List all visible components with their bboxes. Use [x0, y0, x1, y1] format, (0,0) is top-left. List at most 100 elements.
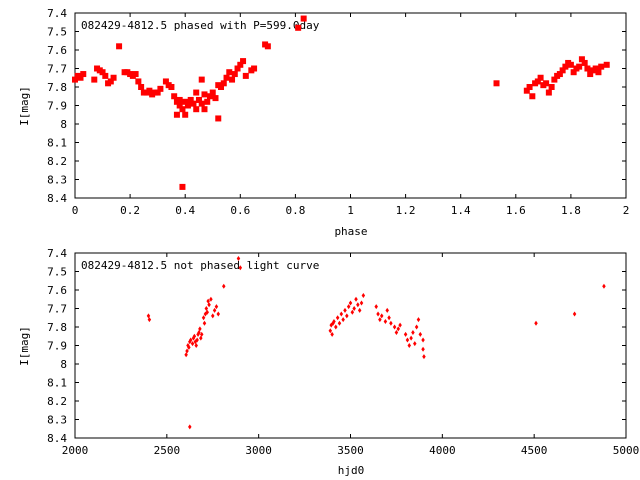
phased-data-point [559, 67, 566, 74]
unphased-data-point [188, 424, 192, 430]
phased-data-point [251, 65, 258, 72]
unphased-data-point [328, 328, 333, 334]
phased-data-point [231, 71, 238, 78]
unphased-y-tick-label: 8 [60, 358, 67, 371]
phased-data-point [543, 80, 550, 87]
unphased-data-point [195, 337, 199, 343]
unphased-y-tick-label: 8.1 [47, 377, 67, 390]
unphased-data-point [194, 343, 198, 348]
phased-data-point [72, 76, 78, 83]
phased-data-point [537, 74, 544, 81]
unphased-data-point [192, 333, 197, 339]
unphased-y-tick-label: 8.2 [47, 395, 67, 408]
phased-data-point [218, 84, 225, 90]
unphased-data-point [398, 322, 402, 328]
phased-data-point [592, 65, 599, 72]
unphased-data-point [185, 348, 189, 354]
unphased-data-point [199, 335, 203, 341]
phased-data-point [215, 115, 222, 122]
phased-data-point [551, 76, 558, 83]
phased-y-tick-label: 7.4 [47, 7, 67, 20]
phased-data-point [182, 98, 189, 105]
unphased-data-point [387, 315, 391, 321]
phased-axis-ticks: 0 0.2 0.4 0.6 0.8 1 1.2 1.4 1.6 1.8 2 7.4 7.5 7.6 7.7 7… [47, 7, 629, 217]
unphased-data-point [236, 256, 241, 262]
unphased-data-points [146, 256, 606, 430]
phased-data-point [198, 76, 205, 83]
unphased-data-point [335, 315, 340, 321]
phased-data-point [157, 85, 164, 92]
phased-data-point [80, 71, 87, 78]
unphased-data-point [346, 304, 351, 310]
unphased-data-point [341, 317, 345, 323]
unphased-y-tick-label: 7.4 [47, 247, 67, 260]
phased-data-point [179, 183, 186, 190]
phased-data-point [102, 72, 109, 79]
unphased-data-point [343, 307, 347, 313]
phased-data-point [567, 61, 574, 68]
unphased-data-point [572, 311, 577, 317]
phased-data-point [116, 43, 123, 50]
phased-data-point [107, 78, 114, 85]
phased-data-point [595, 69, 602, 76]
phased-data-point [570, 69, 577, 76]
unphased-data-point [359, 300, 364, 306]
phased-y-tick-label: 7.6 [47, 44, 67, 57]
unphased-data-point [385, 307, 389, 313]
unphased-data-point [354, 296, 358, 302]
unphased-x-tick-label: 3000 [245, 444, 272, 457]
unphased-data-point [414, 324, 419, 330]
unphased-data-point [199, 331, 204, 337]
unphased-data-point [383, 318, 388, 324]
unphased-data-point [350, 309, 355, 315]
unphased-y-tick-label: 7.6 [47, 284, 67, 297]
phased-data-point [548, 84, 555, 90]
unphased-plot-frame [74, 252, 627, 439]
phased-data-point [173, 111, 180, 118]
phased-x-tick-label: 0.4 [175, 204, 195, 217]
phased-data-point [154, 89, 161, 96]
unphased-data-point [422, 354, 426, 360]
unphased-y-tick-label: 7.8 [47, 321, 67, 334]
unphased-data-point [352, 306, 356, 311]
phased-data-point [99, 69, 106, 76]
phased-data-point [146, 87, 153, 94]
unphased-data-point [379, 313, 384, 319]
phased-data-point [168, 84, 175, 90]
unphased-data-point [211, 313, 215, 319]
unphased-y-tick-label: 8.4 [47, 432, 67, 445]
unphased-data-point [187, 344, 191, 350]
phased-data-point [198, 100, 205, 107]
unphased-y-tick-label: 8.3 [47, 414, 67, 427]
unphased-data-point [202, 320, 207, 326]
unphased-data-point [374, 304, 378, 310]
unphased-data-point [421, 346, 425, 352]
unphased-data-point [212, 307, 217, 313]
phased-data-point [193, 106, 200, 113]
phased-data-point [220, 80, 227, 87]
unphased-data-point [206, 298, 210, 304]
unphased-data-point [147, 317, 152, 323]
unphased-data-point [330, 331, 334, 337]
phased-data-point [234, 65, 241, 72]
phased-data-point [226, 69, 233, 76]
phased-data-points [72, 15, 610, 190]
unphased-y-tick-label: 7.9 [47, 340, 67, 353]
phased-data-point [584, 65, 591, 72]
phased-data-point [240, 58, 247, 65]
phased-data-point [204, 98, 211, 105]
phased-data-point [135, 78, 142, 85]
unphased-data-point [361, 293, 366, 299]
phased-data-point [534, 78, 541, 85]
phased-data-point [562, 63, 569, 70]
phased-x-tick-label: 1.4 [451, 204, 471, 217]
phased-data-point [523, 87, 530, 94]
phased-y-tick-label: 7.9 [47, 100, 67, 113]
phased-data-point [603, 61, 610, 68]
unphased-data-point [403, 331, 408, 337]
unphased-data-point [207, 302, 211, 308]
unphased-data-point [413, 341, 417, 347]
unphased-axis-ticks: 2000 2500 3000 3500 4000 4500 5000 7.4 7.5 7.6 7.7… [47, 247, 639, 457]
phased-data-point [300, 15, 307, 22]
unphased-data-point [348, 300, 353, 306]
